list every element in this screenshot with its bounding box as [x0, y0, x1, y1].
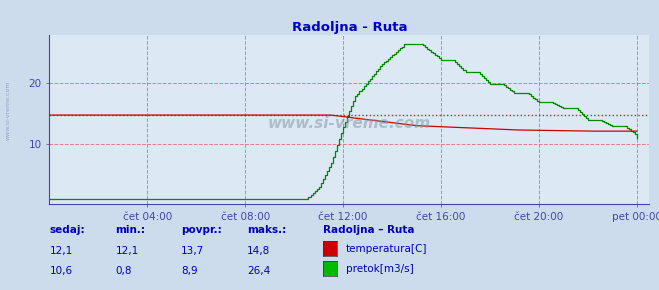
Text: 26,4: 26,4 — [247, 266, 270, 276]
Text: www.si-vreme.com: www.si-vreme.com — [5, 80, 11, 140]
Title: Radoljna - Ruta: Radoljna - Ruta — [291, 21, 407, 34]
Text: 13,7: 13,7 — [181, 246, 204, 256]
Text: min.:: min.: — [115, 225, 146, 235]
Text: 10,6: 10,6 — [49, 266, 72, 276]
Text: 14,8: 14,8 — [247, 246, 270, 256]
Text: 12,1: 12,1 — [115, 246, 138, 256]
Text: sedaj:: sedaj: — [49, 225, 85, 235]
Text: 8,9: 8,9 — [181, 266, 198, 276]
Text: 12,1: 12,1 — [49, 246, 72, 256]
Text: maks.:: maks.: — [247, 225, 287, 235]
Text: povpr.:: povpr.: — [181, 225, 222, 235]
Text: pretok[m3/s]: pretok[m3/s] — [346, 264, 414, 274]
Text: temperatura[C]: temperatura[C] — [346, 244, 428, 253]
Text: www.si-vreme.com: www.si-vreme.com — [268, 115, 431, 130]
Text: Radoljna – Ruta: Radoljna – Ruta — [323, 225, 415, 235]
Text: 0,8: 0,8 — [115, 266, 132, 276]
